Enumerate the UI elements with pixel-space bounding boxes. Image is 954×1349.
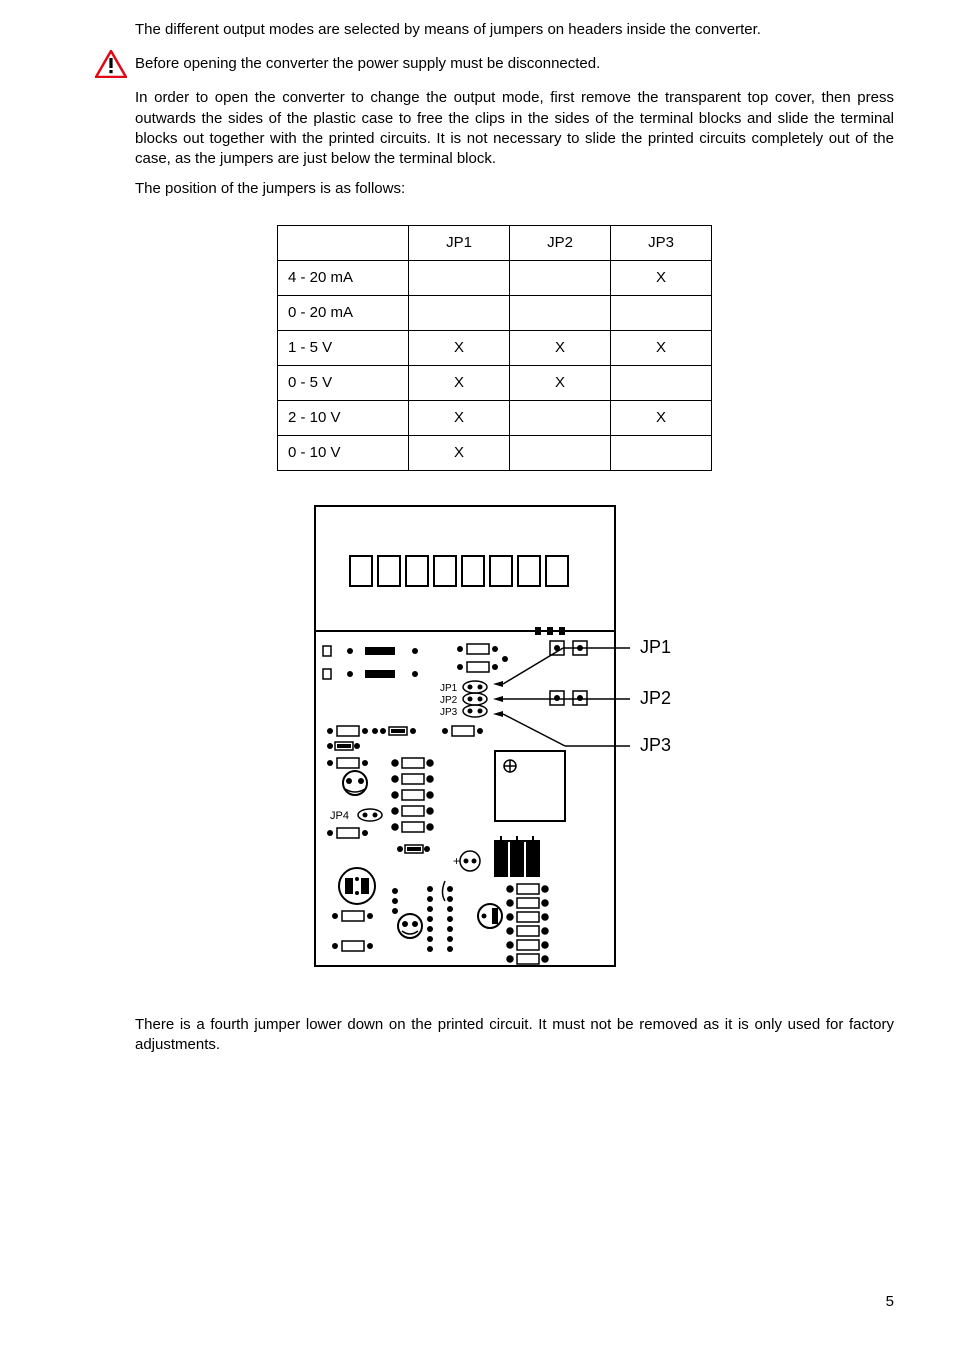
table-cell-range: 0 - 20 mA: [278, 295, 409, 330]
paragraph-output-modes: The different output modes are selected …: [135, 20, 894, 40]
table-cell: X: [611, 330, 712, 365]
table-header-jp1: JP1: [409, 225, 510, 260]
table-cell: X: [510, 365, 611, 400]
table-row: 1 - 5 V X X X: [278, 330, 712, 365]
warning-text: Before opening the converter the power s…: [135, 54, 600, 74]
table-row: 0 - 5 V X X: [278, 365, 712, 400]
table-cell: X: [409, 435, 510, 470]
table-cell-range: 0 - 5 V: [278, 365, 409, 400]
diagram-jp2-label: JP2: [640, 688, 671, 708]
warning-triangle-icon: [95, 50, 127, 78]
table-cell-range: 0 - 10 V: [278, 435, 409, 470]
jumper-table: JP1 JP2 JP3 4 - 20 mA X 0 - 20 mA 1 - 5 …: [277, 225, 712, 471]
table-cell: [510, 435, 611, 470]
table-cell: [409, 295, 510, 330]
diagram-jp1-label: JP1: [640, 637, 671, 657]
table-cell: [611, 295, 712, 330]
table-cell: [510, 400, 611, 435]
diagram-jp3-label: JP3: [640, 735, 671, 755]
diagram-jp4-label: JP4: [330, 810, 349, 822]
table-row: 0 - 20 mA: [278, 295, 712, 330]
table-cell: X: [409, 365, 510, 400]
diagram-inner-jp3-label: JP3: [440, 707, 458, 718]
table-cell-range: 1 - 5 V: [278, 330, 409, 365]
table-cell: X: [409, 400, 510, 435]
paragraph-fourth-jumper: There is a fourth jumper lower down on t…: [135, 1015, 894, 1056]
table-cell: [510, 295, 611, 330]
table-cell: X: [510, 330, 611, 365]
table-cell: [611, 365, 712, 400]
table-cell: [611, 435, 712, 470]
svg-text:+: +: [453, 854, 460, 868]
table-cell: [510, 260, 611, 295]
diagram-inner-jp1-label: JP1: [440, 683, 458, 694]
paragraph-jumper-position: The position of the jumpers is as follow…: [135, 179, 894, 199]
table-cell: [409, 260, 510, 295]
table-header-blank: [278, 225, 409, 260]
table-row: 2 - 10 V X X: [278, 400, 712, 435]
table-header-jp2: JP2: [510, 225, 611, 260]
pcb-diagram: JP1 JP2 JP3: [295, 501, 695, 971]
diagram-inner-jp2-label: JP2: [440, 695, 458, 706]
table-cell: X: [611, 260, 712, 295]
warning-row: Before opening the converter the power s…: [95, 50, 894, 78]
table-cell: X: [611, 400, 712, 435]
page-number: 5: [886, 1293, 894, 1310]
table-cell: X: [409, 330, 510, 365]
paragraph-open-instructions: In order to open the converter to change…: [135, 88, 894, 169]
table-row: 4 - 20 mA X: [278, 260, 712, 295]
table-cell-range: 2 - 10 V: [278, 400, 409, 435]
table-cell-range: 4 - 20 mA: [278, 260, 409, 295]
table-header-jp3: JP3: [611, 225, 712, 260]
table-row: 0 - 10 V X: [278, 435, 712, 470]
